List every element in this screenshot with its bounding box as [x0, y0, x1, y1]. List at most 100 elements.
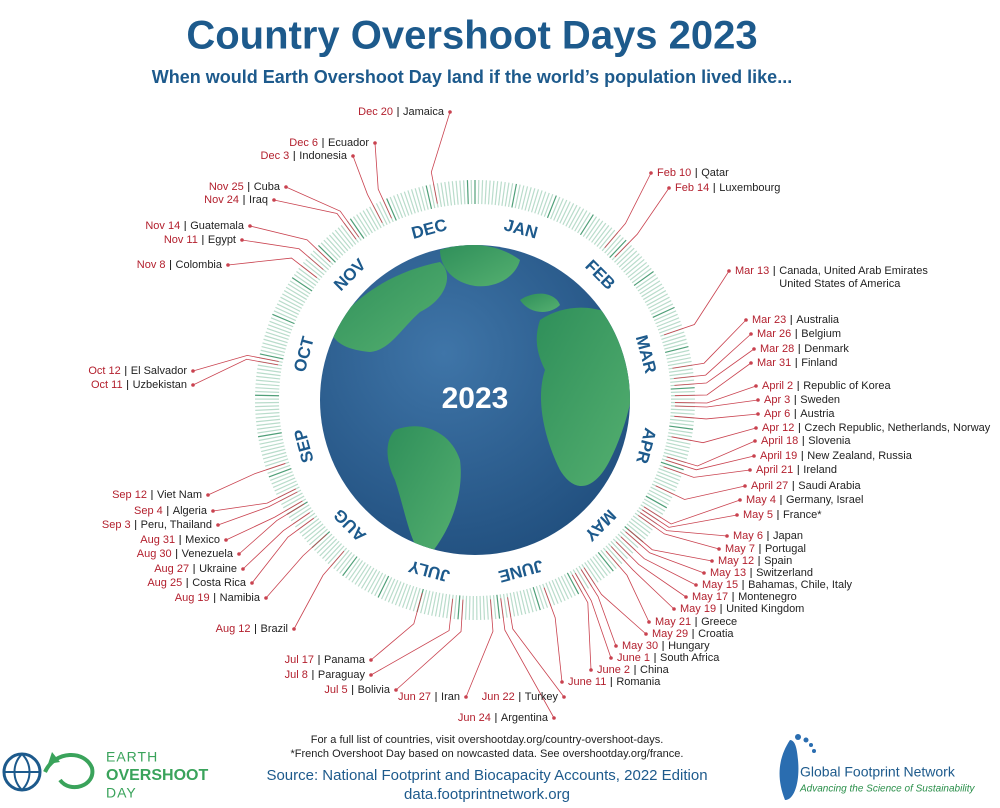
day-tick [653, 480, 676, 492]
day-tick [618, 250, 638, 268]
day-tick [333, 549, 350, 570]
country: Viet Nam [157, 489, 202, 501]
day-tick [595, 554, 611, 574]
day-tick [255, 390, 280, 394]
day-tick [501, 182, 506, 206]
day-tick [586, 560, 602, 581]
day-tick [656, 317, 680, 328]
country: Romania [616, 676, 661, 688]
leader-dot [241, 567, 245, 571]
day-tick [464, 595, 468, 620]
leader-line [625, 531, 705, 574]
day-tick [447, 181, 453, 206]
date: Feb 14 [675, 182, 709, 194]
country: Iraq [249, 194, 268, 206]
country: Argentina [501, 712, 549, 724]
day-tick [463, 180, 466, 205]
day-tick [265, 458, 289, 467]
date: Dec 3 [261, 150, 290, 162]
day-tick [669, 418, 694, 423]
day-tick [588, 220, 604, 241]
day-tick [643, 498, 666, 512]
day-tick [412, 587, 421, 612]
day-tick [274, 480, 297, 492]
day-tick [453, 595, 458, 620]
day-tick [285, 286, 307, 301]
day-tick [255, 415, 280, 419]
leader-dot [614, 644, 618, 648]
leader-dot [552, 716, 556, 720]
day-tick [621, 253, 640, 271]
day-tick [262, 451, 287, 460]
leader-dot [738, 498, 742, 502]
leader-dot [216, 523, 220, 527]
country-label: May 5 France* [641, 509, 822, 528]
day-tick [427, 591, 434, 616]
day-tick [256, 425, 281, 430]
day-tick [273, 310, 297, 322]
leader-line [374, 142, 392, 219]
day-tick [349, 218, 365, 239]
logo-text: OVERSHOOT [106, 767, 208, 784]
source: Source: National Footprint and Biocapaci… [266, 767, 707, 784]
day-tick [568, 206, 581, 229]
day-tick [650, 486, 673, 499]
country-label: Indonesia Dec 3 [261, 150, 383, 223]
month-label: APR [632, 426, 660, 466]
country: Montenegro [738, 591, 797, 603]
day-tick [262, 342, 286, 350]
country: Qatar [701, 167, 729, 179]
country-label: Uzbekistan Oct 11 [91, 358, 279, 391]
country: Colombia [176, 259, 223, 271]
leader-line [673, 333, 752, 379]
leader-dot [224, 538, 228, 542]
country-label: Guatemala Nov 14 [145, 220, 331, 263]
day-tick [379, 201, 391, 224]
leader-line [192, 354, 279, 372]
day-tick [524, 187, 532, 211]
country-label: Venezuela Aug 30 [137, 503, 305, 560]
country: Peru, Thailand [141, 519, 212, 531]
day-tick [457, 595, 461, 620]
country: El Salvador [131, 365, 188, 377]
country-label: Colombia Nov 8 [137, 257, 318, 278]
day-tick [663, 338, 687, 347]
day-tick [289, 280, 311, 295]
date: May 12 [718, 555, 754, 567]
gfn-logo: Global Footprint Network Advancing the S… [779, 734, 976, 800]
date: Jul 5 [324, 684, 347, 696]
day-tick [314, 533, 333, 551]
day-tick [496, 594, 501, 619]
day-tick [309, 528, 328, 546]
date: Aug 31 [140, 534, 175, 546]
leader-dot [744, 318, 748, 322]
leader-line [273, 199, 357, 240]
day-tick [596, 227, 613, 247]
date: Nov 11 [164, 234, 198, 246]
date: Sep 12 [112, 489, 147, 501]
date: Jul 8 [285, 669, 308, 681]
country-label: Jamaica Dec 20 [358, 106, 452, 204]
day-tick [444, 182, 449, 206]
day-tick [597, 552, 614, 572]
day-tick [649, 300, 672, 312]
day-tick [512, 592, 519, 616]
footnote: *French Overshoot Day based on nowcasted… [291, 748, 684, 760]
country: Panama [324, 654, 366, 666]
leader-line [293, 550, 345, 630]
leader-dot [647, 620, 651, 624]
day-tick [322, 540, 340, 559]
leader-line [370, 598, 454, 676]
leader-dot [240, 238, 244, 242]
country-label: Costa Rica Aug 25 [147, 517, 314, 589]
day-tick [446, 594, 451, 619]
leader-line [225, 500, 303, 541]
leader-line [465, 599, 494, 698]
country-label: Iraq Nov 24 [204, 194, 357, 240]
leader-dot [725, 534, 729, 538]
date: Jun 27 [398, 691, 431, 703]
day-tick [265, 331, 289, 341]
day-tick [400, 192, 410, 216]
day-tick [582, 216, 598, 237]
month-label: SEP [290, 427, 317, 465]
